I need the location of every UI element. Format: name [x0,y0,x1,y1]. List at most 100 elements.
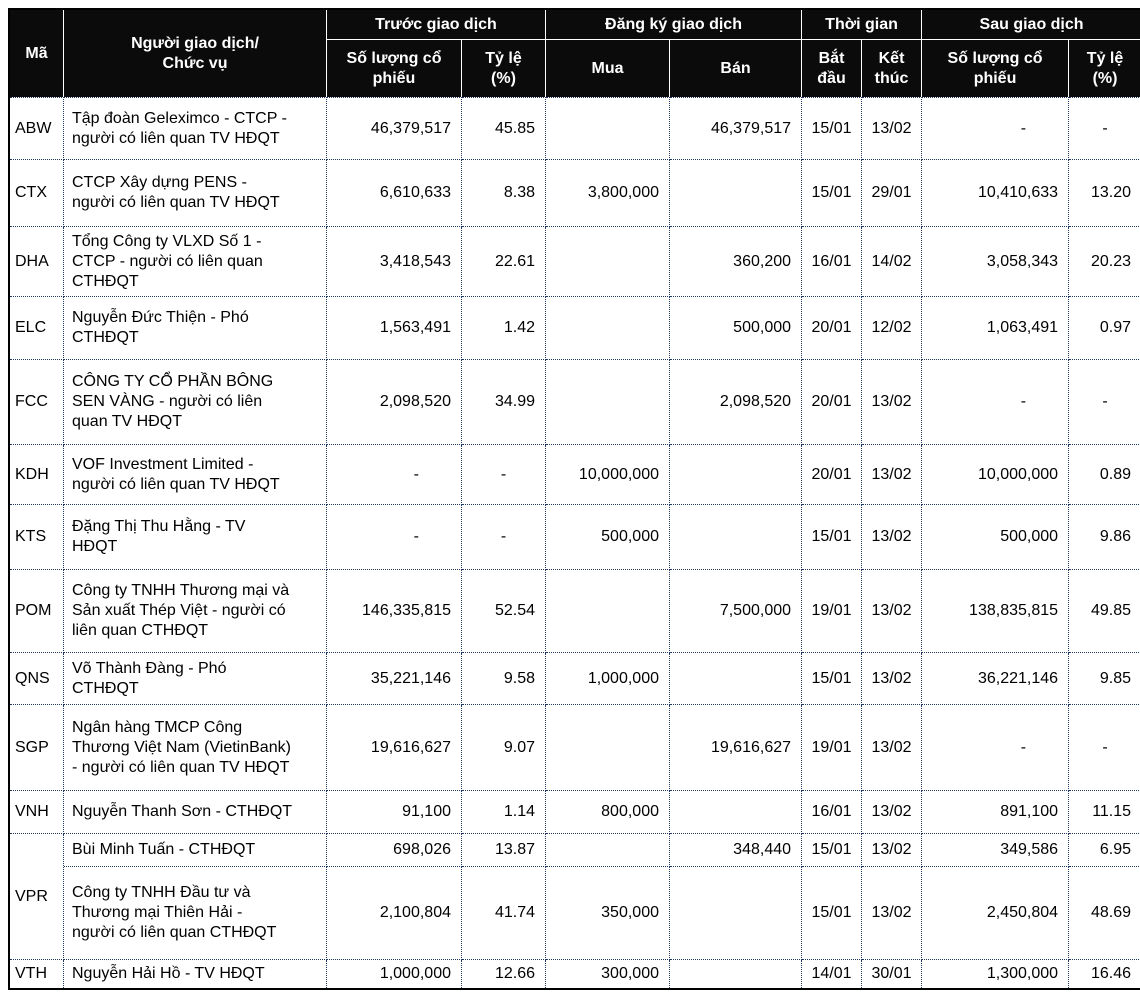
sell-amount: 360,200 [670,227,803,297]
column-header-code: Mã [10,10,64,97]
end-date: 13/02 [862,867,923,960]
column-header-after-pct: Tỷ lệ (%) [1069,40,1140,97]
before-shares: 46,379,517 [327,97,462,160]
end-date: 13/02 [862,791,923,834]
buy-amount [546,97,670,160]
end-date: 13/02 [862,705,923,791]
start-date: 14/01 [802,960,863,988]
sell-amount: 2,098,520 [670,360,803,445]
before-shares: 1,563,491 [327,297,462,360]
after-shares: - [922,97,1070,160]
end-date: 13/02 [862,360,923,445]
buy-amount [546,834,670,867]
table-row: Công ty TNHH Đầu tư và Thương mại Thiên … [10,867,1140,960]
group-header-before: Trước giao dịch [327,10,546,40]
buy-amount [546,297,670,360]
end-date: 13/02 [862,97,923,160]
sell-amount [670,653,803,705]
ticker-code: ELC [10,297,64,360]
start-date: 19/01 [802,705,863,791]
before-pct: 8.38 [462,160,546,227]
after-pct: - [1069,360,1140,445]
ticker-code: SGP [10,705,64,791]
start-date: 16/01 [802,791,863,834]
end-date: 13/02 [862,834,923,867]
sell-amount: 500,000 [670,297,803,360]
after-pct: 16.46 [1069,960,1140,988]
after-shares: 500,000 [922,505,1070,570]
ticker-code: VNH [10,791,64,834]
group-header-after: Sau giao dịch [922,10,1140,40]
ticker-code: DHA [10,227,64,297]
start-date: 15/01 [802,653,863,705]
before-shares: 2,100,804 [327,867,462,960]
trader-name: Nguyễn Thanh Sơn - CTHĐQT [64,791,327,834]
after-pct: - [1069,705,1140,791]
before-pct: 52.54 [462,570,546,653]
sell-amount [670,505,803,570]
column-header-buy: Mua [546,40,670,97]
after-pct: 13.20 [1069,160,1140,227]
after-pct: 0.89 [1069,445,1140,505]
ticker-code: CTX [10,160,64,227]
trader-name: Võ Thành Đàng - Phó CTHĐQT [64,653,327,705]
buy-amount: 3,800,000 [546,160,670,227]
start-date: 20/01 [802,360,863,445]
before-pct: 41.74 [462,867,546,960]
start-date: 16/01 [802,227,863,297]
before-shares: 6,610,633 [327,160,462,227]
after-shares: - [922,360,1070,445]
sell-amount [670,445,803,505]
trader-name: Ngân hàng TMCP Công Thương Việt Nam (Vie… [64,705,327,791]
buy-amount [546,705,670,791]
ticker-code: KDH [10,445,64,505]
trader-name: CTCP Xây dựng PENS - người có liên quan … [64,160,327,227]
sell-amount [670,960,803,988]
start-date: 19/01 [802,570,863,653]
start-date: 15/01 [802,160,863,227]
after-pct: 9.86 [1069,505,1140,570]
before-pct: 9.58 [462,653,546,705]
table-row: KDH VOF Investment Limited - người có li… [10,445,1140,505]
column-header-trader: Người giao dịch/ Chức vụ [64,10,327,97]
before-pct: 22.61 [462,227,546,297]
after-shares: 1,300,000 [922,960,1070,988]
column-header-start-date: Bắt đầu [802,40,863,97]
after-pct: 49.85 [1069,570,1140,653]
before-pct: 13.87 [462,834,546,867]
ticker-code: ABW [10,97,64,160]
trader-name: Bùi Minh Tuấn - CTHĐQT [64,834,327,867]
sell-amount [670,867,803,960]
before-pct: 12.66 [462,960,546,988]
ticker-code: POM [10,570,64,653]
buy-amount [546,227,670,297]
after-shares: 1,063,491 [922,297,1070,360]
buy-amount: 800,000 [546,791,670,834]
after-shares: - [922,705,1070,791]
table-row: ELC Nguyễn Đức Thiện - Phó CTHĐQT 1,563,… [10,297,1140,360]
table-row: SGP Ngân hàng TMCP Công Thương Việt Nam … [10,705,1140,791]
after-pct: - [1069,97,1140,160]
end-date: 13/02 [862,445,923,505]
trader-name: Nguyễn Đức Thiện - Phó CTHĐQT [64,297,327,360]
start-date: 15/01 [802,505,863,570]
after-shares: 2,450,804 [922,867,1070,960]
end-date: 13/02 [862,570,923,653]
trader-name: Đặng Thị Thu Hằng - TV HĐQT [64,505,327,570]
before-shares: 91,100 [327,791,462,834]
table-row: FCC CÔNG TY CỔ PHẦN BÔNG SEN VÀNG - ngườ… [10,360,1140,445]
after-shares: 36,221,146 [922,653,1070,705]
end-date: 30/01 [862,960,923,988]
before-pct: 34.99 [462,360,546,445]
ticker-code: KTS [10,505,64,570]
header-sub-row: Số lượng cổ phiếu Tỷ lệ (%) Mua Bán Bắt … [10,40,1140,97]
after-pct: 48.69 [1069,867,1140,960]
before-shares: - [327,445,462,505]
before-shares: 3,418,543 [327,227,462,297]
column-header-before-shares: Số lượng cổ phiếu [327,40,462,97]
trader-name: Tập đoàn Geleximco - CTCP - người có liê… [64,97,327,160]
before-shares: 1,000,000 [327,960,462,988]
ticker-code: VPR [10,834,64,960]
start-date: 20/01 [802,297,863,360]
end-date: 13/02 [862,505,923,570]
